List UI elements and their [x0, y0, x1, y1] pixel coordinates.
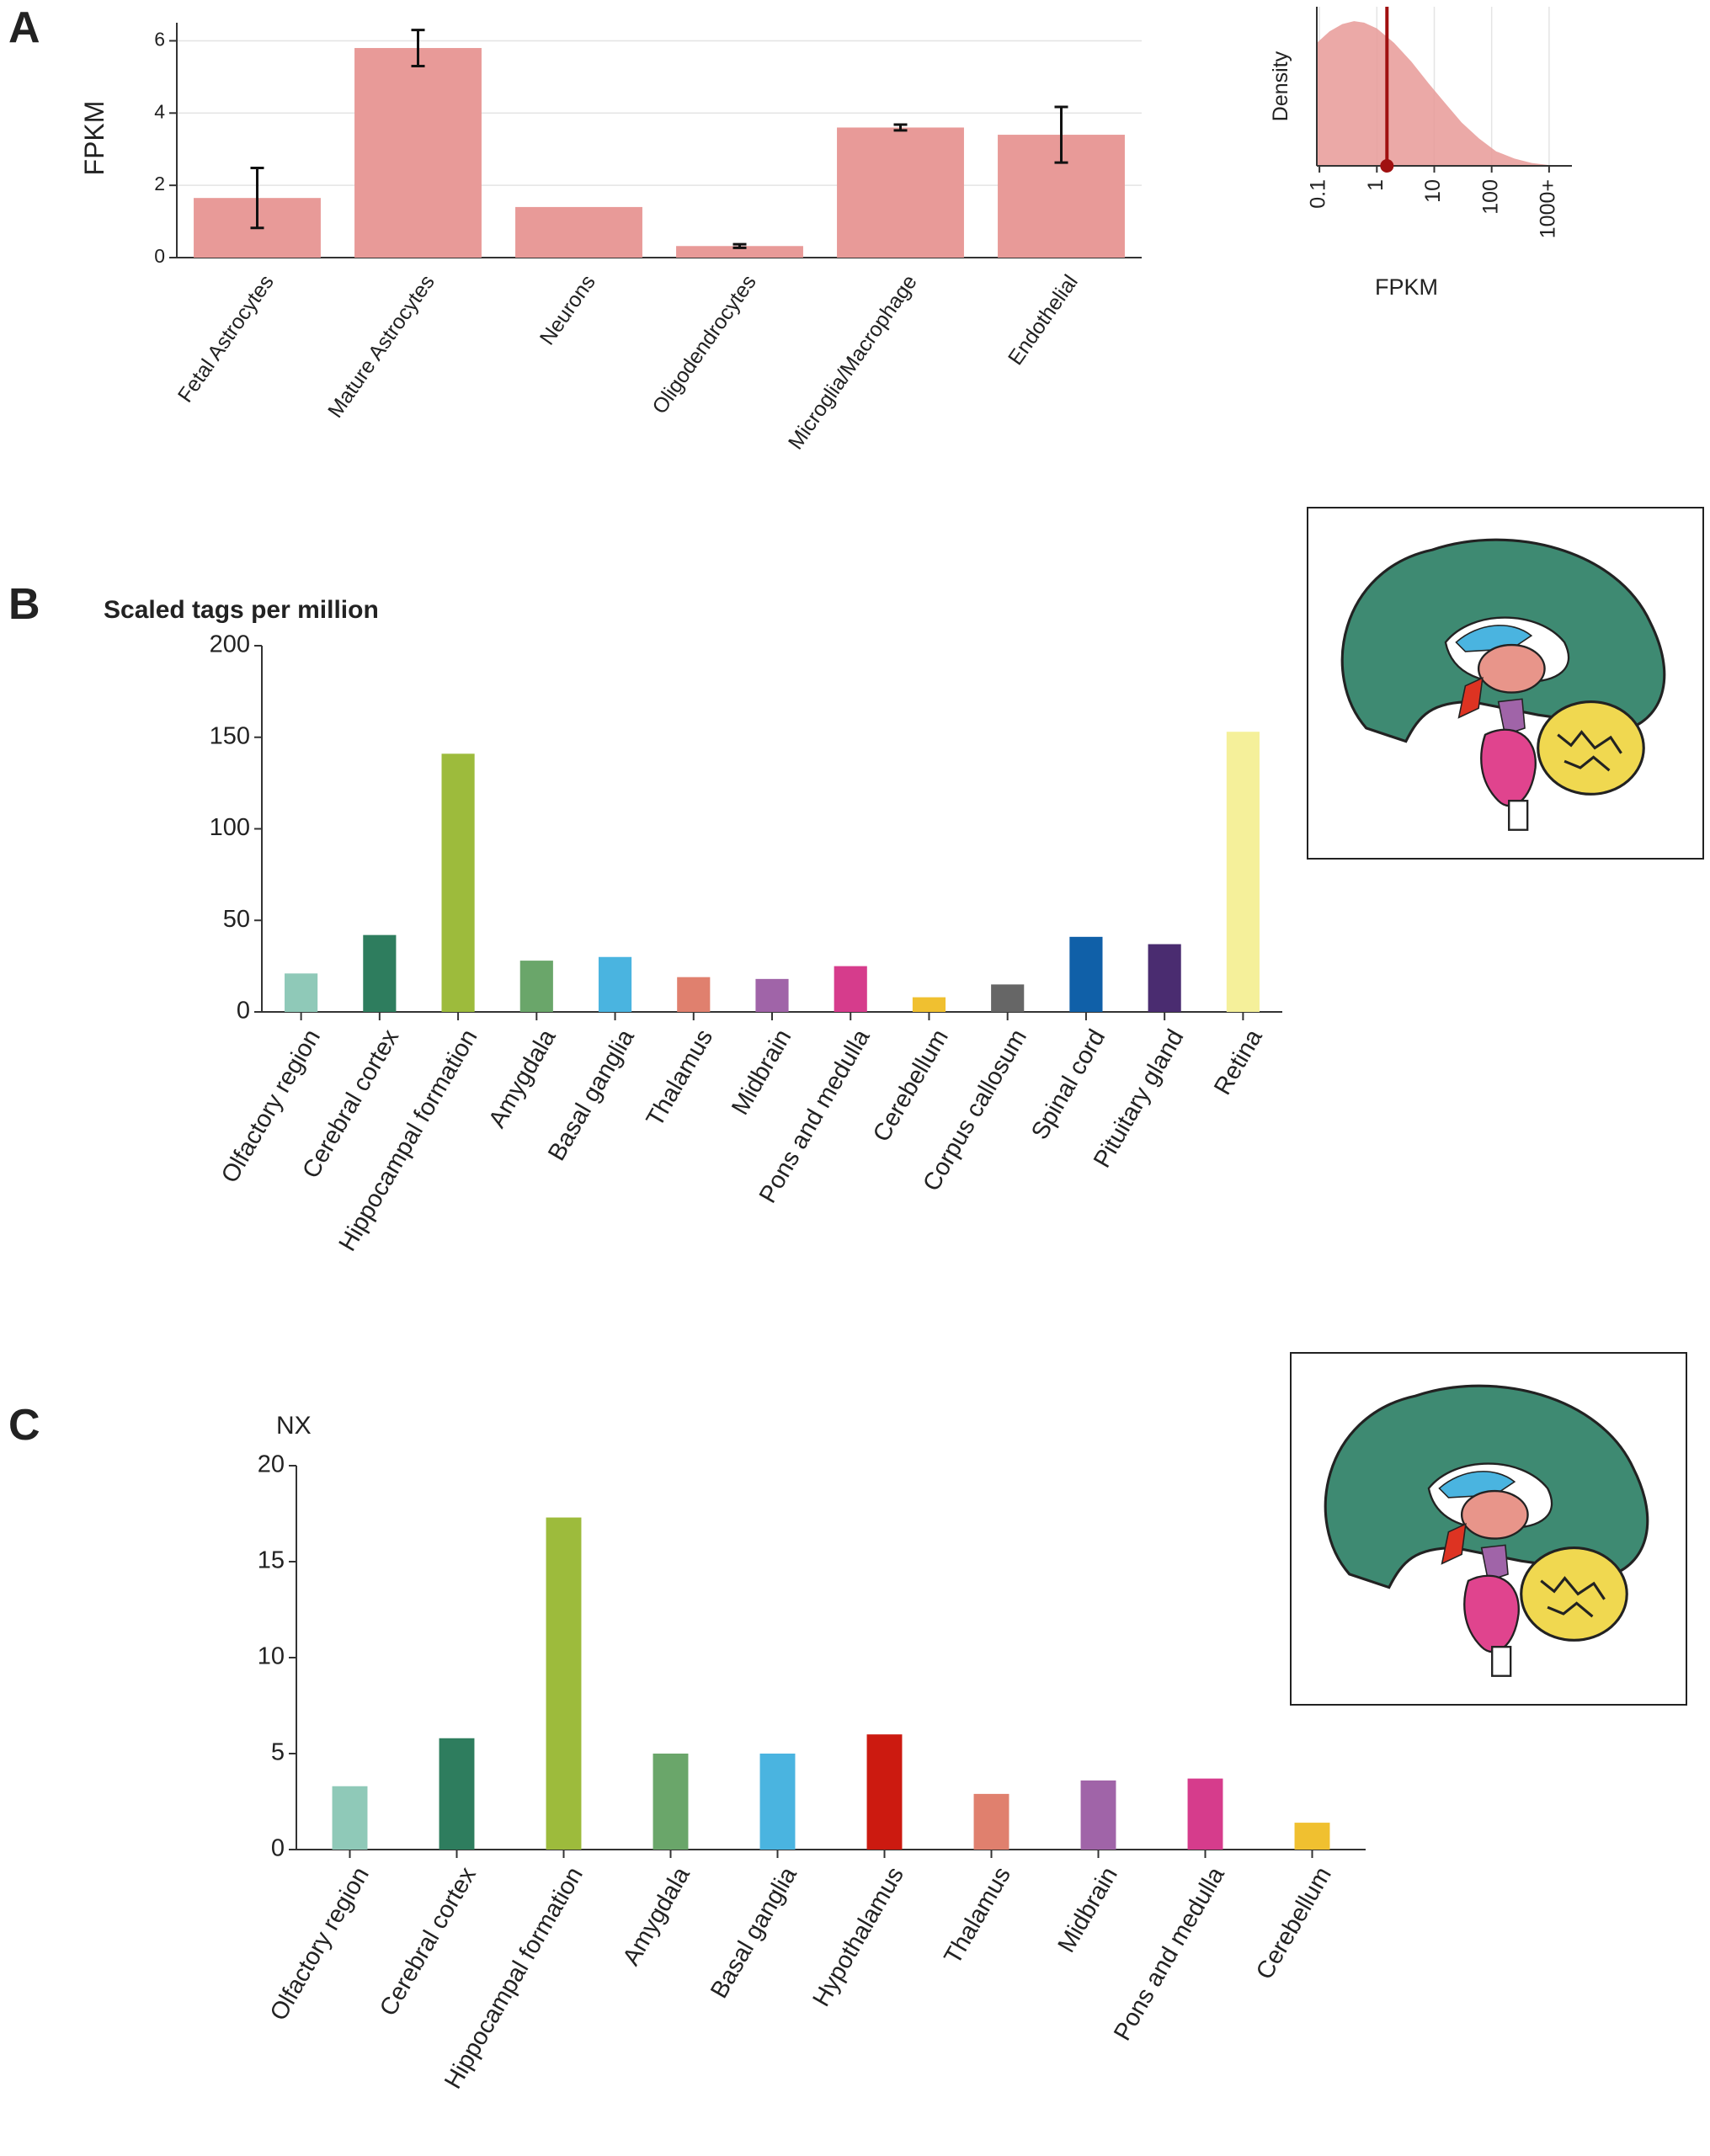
y-tick-label: 0	[154, 245, 165, 267]
panel-label: B	[8, 580, 40, 629]
error-bar	[411, 29, 425, 68]
y-axis-label: FPKM	[79, 101, 109, 176]
x-tick-label: Microglia/Macrophage	[784, 270, 922, 454]
x-tick-label: Amygdala	[618, 1862, 696, 1970]
bar	[515, 206, 642, 258]
y-tick-label: 150	[210, 722, 250, 749]
bar	[866, 1734, 903, 1850]
chart-title: Scaled tags per million	[104, 596, 379, 624]
bar	[991, 984, 1025, 1012]
x-tick-label: Cerebral cortex	[375, 1862, 482, 2020]
density-area	[1317, 21, 1559, 166]
x-tick-label: Hippocampal formation	[334, 1025, 483, 1256]
y-tick-label: 50	[223, 906, 250, 933]
x-tick-label: Midbrain	[727, 1025, 796, 1120]
bar	[653, 1754, 689, 1850]
error-bar	[893, 123, 908, 132]
x-tick-label: Cerebellum	[868, 1025, 954, 1147]
x-tick-label: Basal ganglia	[706, 1862, 802, 2004]
bar	[677, 977, 711, 1012]
y-tick-label: 100	[210, 814, 250, 841]
bar	[285, 973, 318, 1012]
bar	[755, 978, 789, 1012]
error-bar	[732, 242, 747, 249]
bar	[912, 997, 946, 1012]
y-tick-label: 2	[154, 173, 165, 194]
bar	[1148, 944, 1181, 1012]
x-tick-label: Mature Astrocytes	[323, 270, 439, 422]
error-bar	[1054, 105, 1068, 164]
bar	[1294, 1823, 1330, 1850]
bar	[834, 966, 867, 1012]
x-tick-label: 0.1	[1307, 179, 1330, 209]
x-tick-label: Cerebellum	[1251, 1863, 1337, 1984]
bar	[363, 934, 397, 1012]
x-tick-label: Thalamus	[940, 1863, 1016, 1969]
y-axis-label: Density	[1269, 51, 1292, 121]
bar	[519, 961, 553, 1012]
x-tick-label: Amygdala	[483, 1025, 562, 1132]
bar	[332, 1786, 368, 1850]
y-tick-label: 5	[271, 1739, 285, 1766]
x-tick-label: Neurons	[535, 270, 600, 349]
bar	[1226, 732, 1260, 1012]
bar	[759, 1754, 796, 1850]
bar	[837, 127, 964, 258]
x-axis-label: FPKM	[1375, 274, 1438, 300]
y-tick-label: 15	[258, 1547, 285, 1574]
panel-label: A	[8, 3, 40, 52]
bar	[1080, 1780, 1116, 1850]
y-tick-label: 0	[237, 998, 250, 1025]
x-tick-label: Thalamus	[642, 1025, 718, 1131]
x-tick-label: 10	[1421, 179, 1445, 203]
y-tick-label: 20	[258, 1451, 285, 1478]
x-tick-label: 100	[1478, 179, 1502, 215]
x-tick-label: Retina	[1209, 1025, 1268, 1099]
x-tick-label: Fetal Astrocytes	[173, 270, 279, 407]
marker-dot	[1380, 159, 1394, 173]
x-tick-label: Endothelial	[1004, 270, 1083, 369]
error-bar	[250, 167, 264, 230]
bar	[441, 753, 475, 1012]
panel-label: C	[8, 1401, 40, 1450]
x-tick-label: 1	[1364, 179, 1388, 191]
y-tick-label: 4	[154, 100, 165, 122]
y-tick-label: 10	[258, 1643, 285, 1670]
bar	[546, 1517, 582, 1850]
bar	[354, 48, 482, 258]
x-tick-label: 1000+	[1536, 179, 1559, 238]
bar	[439, 1738, 475, 1850]
bar	[676, 246, 803, 258]
y-tick-label: 6	[154, 29, 165, 51]
bar	[598, 956, 632, 1012]
bar	[1187, 1778, 1223, 1850]
x-tick-label: Pons and medulla	[1109, 1862, 1230, 2046]
bar	[973, 1793, 1009, 1850]
x-tick-label: Spinal cord	[1026, 1025, 1111, 1145]
y-tick-label: 0	[271, 1835, 285, 1862]
y-tick-label: 200	[210, 631, 250, 658]
chart-title: NX	[276, 1412, 312, 1440]
x-tick-label: Midbrain	[1053, 1863, 1123, 1957]
bar	[1069, 936, 1103, 1012]
x-tick-label: Hypothalamus	[807, 1863, 908, 2012]
x-tick-label: Olfactory region	[265, 1863, 375, 2026]
x-tick-label: Oligodendrocytes	[647, 270, 761, 418]
x-tick-label: Basal ganglia	[543, 1025, 640, 1166]
